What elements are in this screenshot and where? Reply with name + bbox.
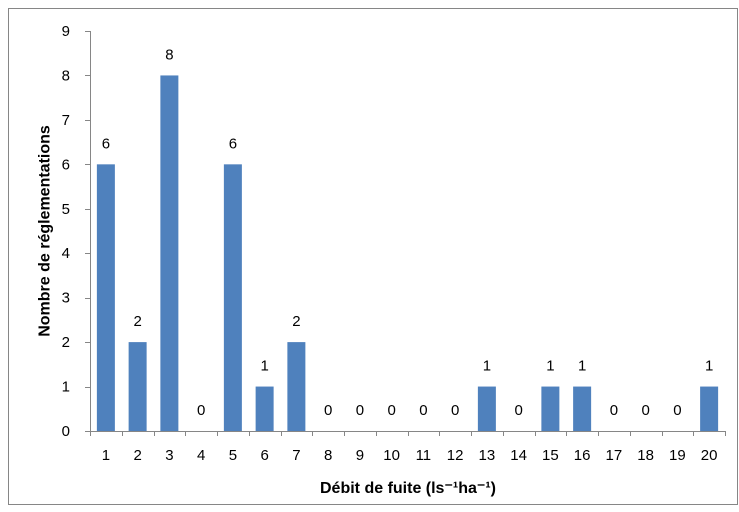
data-label: 6 [229,135,237,152]
data-label: 0 [419,402,427,419]
data-label: 1 [483,358,491,375]
x-tick-label: 1 [102,447,110,464]
bar [223,164,242,432]
data-label: 1 [578,358,586,375]
bar [128,342,147,431]
data-label: 0 [324,402,332,419]
y-tick-label: 8 [62,67,70,84]
x-tick-label: 8 [324,447,332,464]
x-tick-label: 19 [669,447,686,464]
x-tick-label: 12 [447,447,464,464]
x-tick-label: 6 [260,447,268,464]
data-label: 0 [673,402,681,419]
x-tick-label: 11 [416,447,432,464]
bar [160,75,179,431]
y-tick-label: 4 [62,245,70,262]
bar [287,342,306,431]
x-tick-label: 13 [479,447,496,464]
x-tick-label: 17 [606,447,623,464]
bar [255,386,274,431]
x-tick-label: 7 [292,447,300,464]
y-tick-label: 9 [62,23,70,40]
y-tick-label: 5 [62,201,70,218]
data-label: 0 [641,402,649,419]
x-tick-label: 4 [197,447,205,464]
x-tick-label: 16 [574,447,591,464]
data-label: 0 [197,402,205,419]
y-tick-label: 0 [62,423,70,440]
data-label: 0 [356,402,364,419]
bar [96,164,115,432]
x-tick-label: 5 [229,447,237,464]
y-axis-title: Nombre de réglementations [37,125,54,337]
bar-series [96,75,719,432]
x-tick-label: 10 [383,447,400,464]
x-axis-title: Débit de fuite (ls⁻¹ha⁻¹) [320,480,496,497]
data-label: 0 [451,402,459,419]
x-tick-label: 20 [701,447,718,464]
x-axis-ticks: 1 2 3 4 5 6 7 8 9 10 11 12 13 14 15 16 17 18 19 20 [90,431,726,464]
x-tick-label: 18 [637,447,654,464]
y-tick-label: 7 [62,112,70,129]
bar [477,386,496,431]
chart-area-border [8,8,738,505]
y-axis-ticks: 0 1 2 3 4 5 6 7 8 9 [62,23,90,440]
y-tick-label: 2 [62,334,70,351]
x-tick-label: 15 [542,447,559,464]
y-tick-label: 3 [62,290,70,307]
data-label: 6 [102,135,110,152]
data-label: 1 [705,358,713,375]
data-label: 8 [165,46,173,63]
y-tick-label: 6 [62,156,70,173]
x-tick-label: 2 [133,447,141,464]
data-label: 2 [292,313,300,330]
y-tick-label: 1 [62,379,70,396]
x-tick-label: 3 [165,447,173,464]
data-label: 0 [387,402,395,419]
bar [541,386,560,431]
data-label: 0 [514,402,522,419]
data-label: 1 [546,358,554,375]
data-label: 0 [610,402,618,419]
x-tick-label: 9 [356,447,364,464]
bar [700,386,719,431]
data-label: 1 [260,358,268,375]
x-tick-label: 14 [510,447,527,464]
bar [573,386,592,431]
data-label: 2 [133,313,141,330]
